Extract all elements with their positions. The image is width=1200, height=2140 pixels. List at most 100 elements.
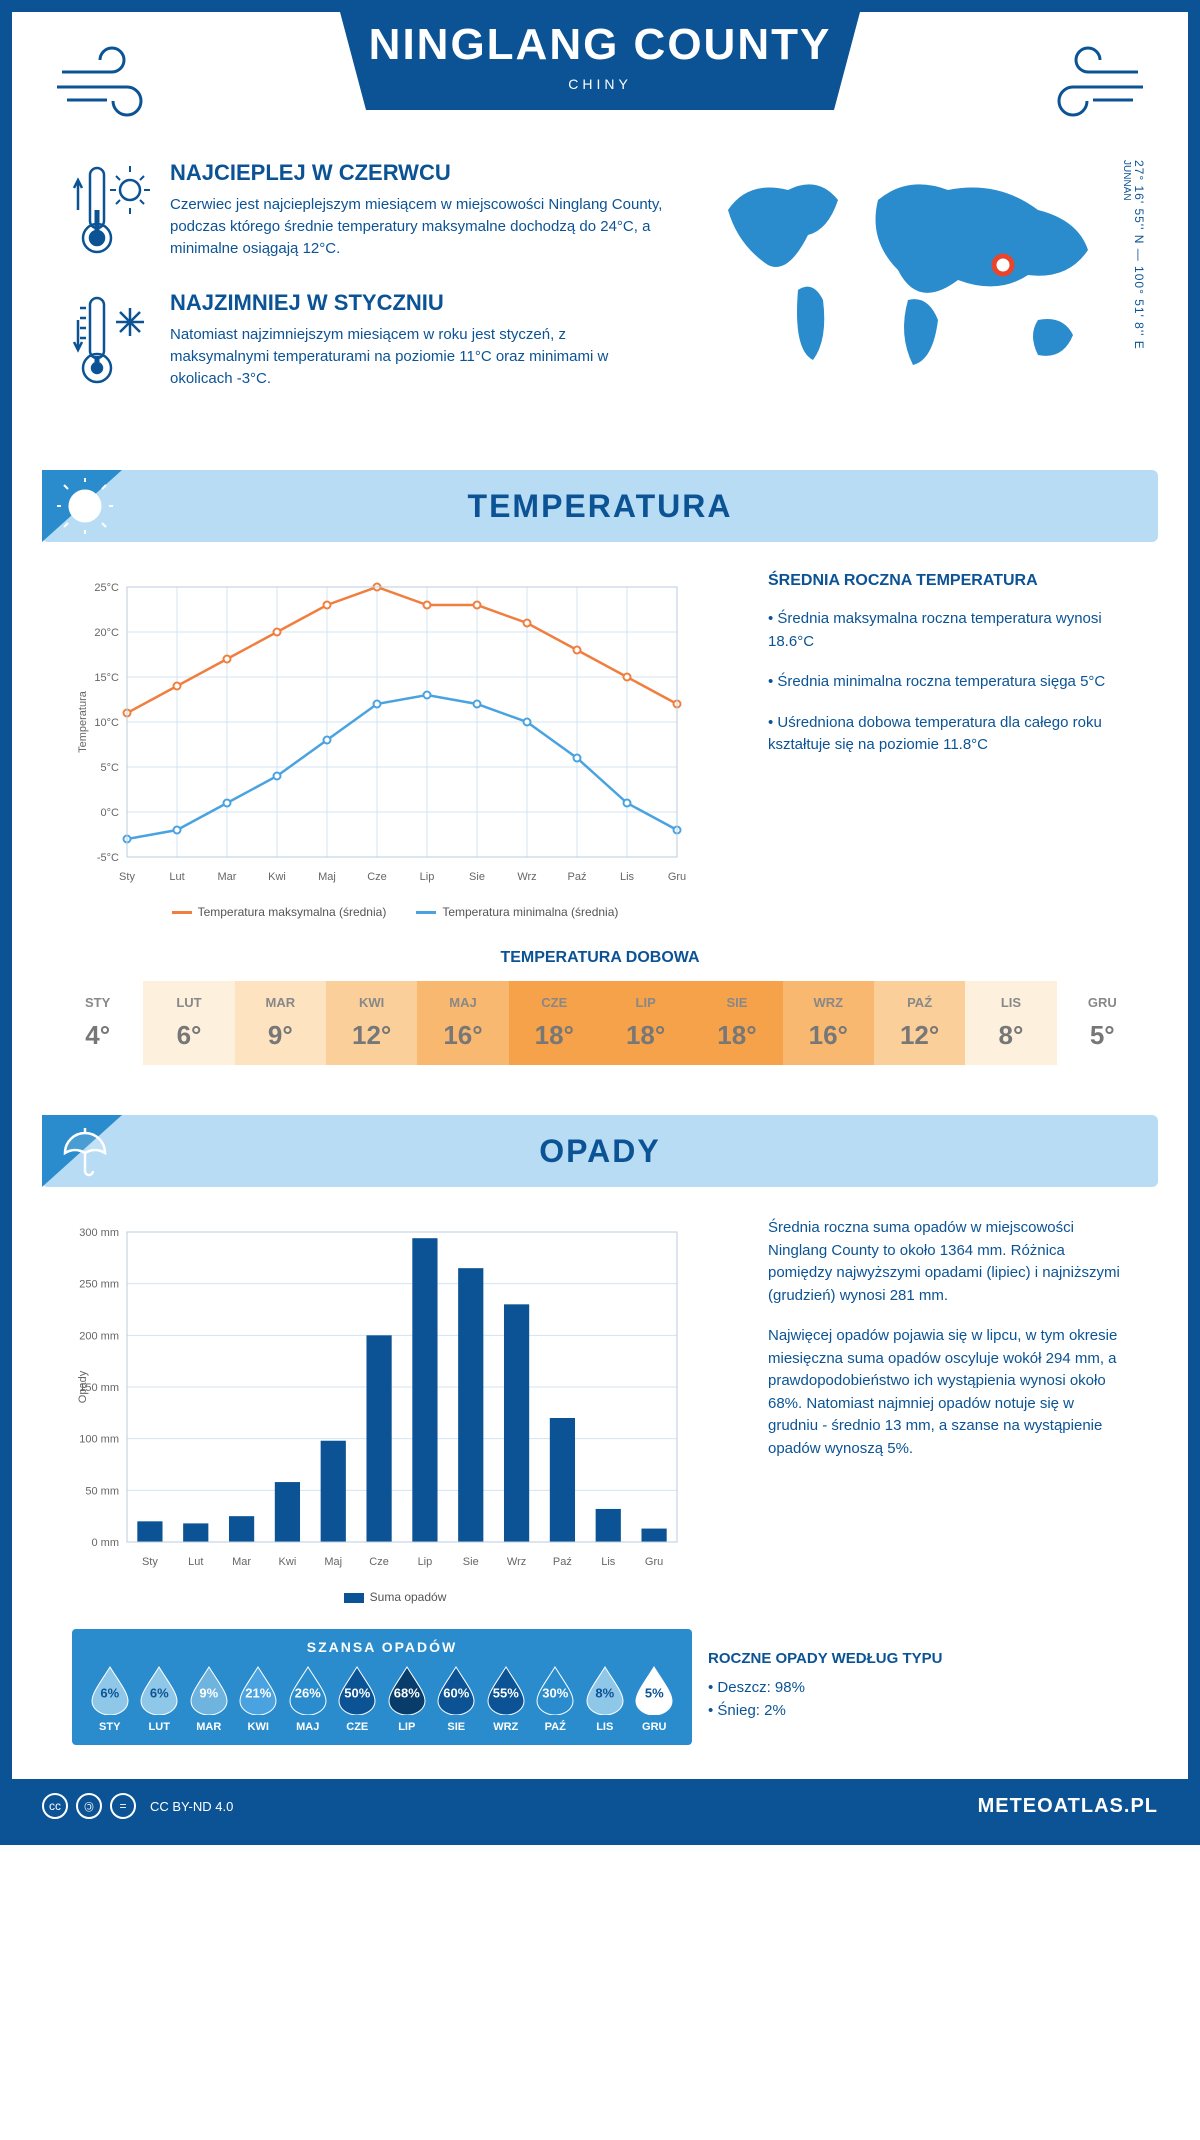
region-label: JUNNAN xyxy=(1121,160,1132,201)
precipitation-type: ROCZNE OPADY WEDŁUG TYPU • Deszcz: 98% •… xyxy=(648,1625,1188,1719)
umbrella-icon xyxy=(57,1123,113,1179)
svg-text:300 mm: 300 mm xyxy=(79,1227,119,1239)
thermometer-snow-icon xyxy=(72,290,152,395)
svg-text:Gru: Gru xyxy=(668,871,686,883)
footer-bar: cc🄯= CC BY-ND 4.0 METEOATLAS.PL xyxy=(12,1779,1188,1833)
coldest-title: NAJZIMNIEJ W STYCZNIU xyxy=(170,290,668,316)
temperature-banner: TEMPERATURA xyxy=(42,470,1158,542)
svg-text:Opady: Opady xyxy=(77,1370,89,1403)
chance-drop: 55%WRZ xyxy=(483,1665,529,1733)
brand-label: METEOATLAS.PL xyxy=(978,1795,1158,1818)
location-title: NINGLANG COUNTY xyxy=(340,20,860,70)
chance-drop: 60%SIE xyxy=(434,1665,480,1733)
precipitation-banner: OPADY xyxy=(42,1115,1158,1187)
temp-stat-2: • Średnia minimalna roczna temperatura s… xyxy=(768,671,1128,694)
svg-text:Lut: Lut xyxy=(188,1556,203,1568)
chance-drop: 6%STY xyxy=(87,1665,133,1733)
legend-min: Temperatura minimalna (średnia) xyxy=(442,905,618,919)
coordinates: 27° 16' 55'' N — 100° 51' 8'' E xyxy=(1132,160,1146,350)
svg-text:Lip: Lip xyxy=(418,1556,433,1568)
coldest-text: Natomiast najzimniejszym miesiącem w rok… xyxy=(170,324,668,389)
license-text: CC BY-ND 4.0 xyxy=(150,1799,233,1814)
svg-text:Mar: Mar xyxy=(218,871,237,883)
sun-icon xyxy=(57,478,113,534)
svg-text:Wrz: Wrz xyxy=(517,871,536,883)
svg-text:20°C: 20°C xyxy=(94,627,119,639)
chance-drop: 6%LUT xyxy=(137,1665,183,1733)
daily-cell: SIE18° xyxy=(691,981,782,1065)
svg-text:Sie: Sie xyxy=(469,871,485,883)
coldest-fact: NAJZIMNIEJ W STYCZNIU Natomiast najzimni… xyxy=(72,290,668,395)
svg-text:Maj: Maj xyxy=(324,1556,342,1568)
header-banner: NINGLANG COUNTY CHINY xyxy=(340,12,860,110)
precipitation-chart: 0 mm50 mm100 mm150 mm200 mm250 mm300 mmS… xyxy=(72,1217,718,1604)
chance-drop: 8%LIS xyxy=(582,1665,628,1733)
svg-text:Lis: Lis xyxy=(601,1556,616,1568)
daily-cell: LIP18° xyxy=(600,981,691,1065)
daily-temp-grid: STY4°LUT6°MAR9°KWI12°MAJ16°CZE18°LIP18°S… xyxy=(52,981,1148,1065)
daily-cell: WRZ16° xyxy=(783,981,874,1065)
country-subtitle: CHINY xyxy=(340,76,860,92)
precipitation-chance: SZANSA OPADÓW 6%STY6%LUT9%MAR21%KWI26%MA… xyxy=(72,1629,692,1745)
svg-text:Sty: Sty xyxy=(142,1556,158,1568)
license-icons: cc🄯= xyxy=(42,1793,136,1819)
temperature-chart: -5°C0°C5°C10°C15°C20°C25°CStyLutMarKwiMa… xyxy=(72,572,718,919)
precip-text-2: Najwięcej opadów pojawia się w lipcu, w … xyxy=(768,1325,1128,1460)
chance-drop: 30%PAŹ xyxy=(533,1665,579,1733)
svg-text:0°C: 0°C xyxy=(101,807,120,819)
temperature-stats: ŚREDNIA ROCZNA TEMPERATURA • Średnia mak… xyxy=(768,572,1128,919)
daily-temp-title: TEMPERATURA DOBOWA xyxy=(12,949,1188,967)
wind-icon-left xyxy=(52,42,162,122)
chance-drop: 50%CZE xyxy=(335,1665,381,1733)
legend-precip: Suma opadów xyxy=(370,1590,447,1604)
warmest-fact: NAJCIEPLEJ W CZERWCU Czerwiec jest najci… xyxy=(72,160,668,265)
warmest-text: Czerwiec jest najcieplejszym miesiącem w… xyxy=(170,194,668,259)
svg-text:Sie: Sie xyxy=(463,1556,479,1568)
temp-stat-3: • Uśredniona dobowa temperatura dla całe… xyxy=(768,712,1128,757)
svg-text:Cze: Cze xyxy=(367,871,387,883)
svg-text:Maj: Maj xyxy=(318,871,336,883)
svg-text:100 mm: 100 mm xyxy=(79,1434,119,1446)
svg-text:-5°C: -5°C xyxy=(97,852,119,864)
svg-text:Mar: Mar xyxy=(232,1556,251,1568)
svg-text:Lut: Lut xyxy=(169,871,184,883)
chance-drop: 68%LIP xyxy=(384,1665,430,1733)
svg-text:Cze: Cze xyxy=(369,1556,389,1568)
svg-text:250 mm: 250 mm xyxy=(79,1279,119,1291)
svg-text:200 mm: 200 mm xyxy=(79,1330,119,1342)
daily-cell: MAJ16° xyxy=(417,981,508,1065)
legend-max: Temperatura maksymalna (średnia) xyxy=(198,905,387,919)
svg-text:Gru: Gru xyxy=(645,1556,663,1568)
svg-text:Temperatura: Temperatura xyxy=(77,690,89,753)
svg-text:5°C: 5°C xyxy=(101,762,120,774)
daily-cell: LUT6° xyxy=(143,981,234,1065)
svg-text:25°C: 25°C xyxy=(94,582,119,594)
svg-text:10°C: 10°C xyxy=(94,717,119,729)
world-map: JUNNAN 27° 16' 55'' N — 100° 51' 8'' E xyxy=(708,160,1128,420)
svg-text:Lip: Lip xyxy=(420,871,435,883)
type-rain: • Deszcz: 98% xyxy=(708,1679,1128,1696)
svg-text:15°C: 15°C xyxy=(94,672,119,684)
svg-text:Kwi: Kwi xyxy=(279,1556,297,1568)
daily-cell: STY4° xyxy=(52,981,143,1065)
precipitation-title: OPADY xyxy=(539,1133,660,1170)
precipitation-stats: Średnia roczna suma opadów w miejscowośc… xyxy=(768,1217,1128,1604)
chance-drop: 5%GRU xyxy=(632,1665,678,1733)
svg-text:Wrz: Wrz xyxy=(507,1556,526,1568)
svg-text:50 mm: 50 mm xyxy=(85,1485,119,1497)
svg-text:Paź: Paź xyxy=(553,1556,572,1568)
chance-drop: 9%MAR xyxy=(186,1665,232,1733)
daily-cell: PAŹ12° xyxy=(874,981,965,1065)
precip-text-1: Średnia roczna suma opadów w miejscowośc… xyxy=(768,1217,1128,1307)
daily-cell: KWI12° xyxy=(326,981,417,1065)
type-title: ROCZNE OPADY WEDŁUG TYPU xyxy=(708,1650,1128,1667)
svg-text:Lis: Lis xyxy=(620,871,635,883)
svg-text:0 mm: 0 mm xyxy=(92,1537,120,1549)
temp-stats-title: ŚREDNIA ROCZNA TEMPERATURA xyxy=(768,572,1128,590)
infographic-page: NINGLANG COUNTY CHINY NAJCIEPLEJ W CZERW… xyxy=(0,0,1200,1845)
svg-text:Sty: Sty xyxy=(119,871,135,883)
chance-drop: 21%KWI xyxy=(236,1665,282,1733)
temp-stat-1: • Średnia maksymalna roczna temperatura … xyxy=(768,608,1128,653)
daily-cell: LIS8° xyxy=(965,981,1056,1065)
wind-icon-right xyxy=(1038,42,1148,122)
